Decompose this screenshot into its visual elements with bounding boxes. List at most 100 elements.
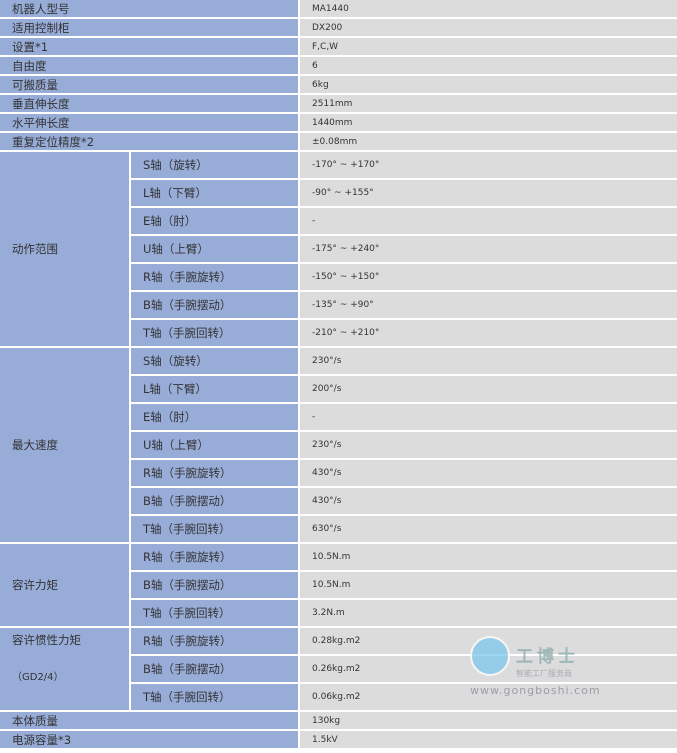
- spec-value: 1.5kV: [300, 731, 677, 748]
- table-row: E轴（肘） -: [0, 208, 677, 234]
- spec-value: -: [300, 208, 677, 234]
- spec-value: 3.2N.m: [300, 600, 677, 626]
- spec-label: 水平伸长度: [0, 114, 298, 131]
- spec-label: 重复定位精度*2: [0, 133, 298, 150]
- spec-value: 6: [300, 57, 677, 74]
- table-row: 机器人型号 MA1440: [0, 0, 677, 17]
- spec-label: 机器人型号: [0, 0, 298, 17]
- spec-value: 0.06kg.m2: [300, 684, 677, 710]
- table-row: 可搬质量 6kg: [0, 76, 677, 93]
- spec-label: 电源容量*3: [0, 731, 298, 748]
- table-row: 动作范围 S轴（旋转） -170° ~ +170°: [0, 152, 677, 346]
- axis-label: T轴（手腕回转）: [131, 516, 298, 542]
- spec-value: 2511mm: [300, 95, 677, 112]
- axis-label: S轴（旋转）: [131, 348, 298, 374]
- spec-value: 230°/s: [300, 432, 677, 458]
- table-row: 水平伸长度 1440mm: [0, 114, 677, 131]
- table-row: 自由度 6: [0, 57, 677, 74]
- group-label: 动作范围: [0, 152, 129, 346]
- table-row: 垂直伸长度 2511mm: [0, 95, 677, 112]
- axis-label: L轴（下臂）: [131, 376, 298, 402]
- spec-value: DX200: [300, 19, 677, 36]
- table-row: T轴（手腕回转） 0.06kg.m2: [0, 684, 677, 710]
- axis-label: T轴（手腕回转）: [131, 320, 298, 346]
- table-row: U轴（上臂） -175° ~ +240°: [0, 236, 677, 262]
- axis-label: R轴（手腕旋转）: [131, 628, 298, 654]
- group-title: 最大速度: [12, 438, 58, 452]
- table-row: B轴（手腕摆动） 10.5N.m: [0, 572, 677, 598]
- axis-label: B轴（手腕摆动）: [131, 488, 298, 514]
- spec-value: 6kg: [300, 76, 677, 93]
- table-row: E轴（肘） -: [0, 404, 677, 430]
- axis-label: U轴（上臂）: [131, 236, 298, 262]
- spec-value: -135° ~ +90°: [300, 292, 677, 318]
- axis-label: E轴（肘）: [131, 208, 298, 234]
- spec-value: ±0.08mm: [300, 133, 677, 150]
- spec-value: 130kg: [300, 712, 677, 729]
- table-row: R轴（手腕旋转） -150° ~ +150°: [0, 264, 677, 290]
- spec-value: 1440mm: [300, 114, 677, 131]
- table-row: 容许力矩 R轴（手腕旋转） 10.5N.m: [0, 544, 677, 626]
- axis-label: R轴（手腕旋转）: [131, 460, 298, 486]
- table-row: T轴（手腕回转） -210° ~ +210°: [0, 320, 677, 346]
- group-label: 容许惯性力矩 （GD2/4）: [0, 628, 129, 710]
- axis-label: B轴（手腕摆动）: [131, 656, 298, 682]
- table-row: L轴（下臂） -90° ~ +155°: [0, 180, 677, 206]
- table-row: T轴（手腕回转） 630°/s: [0, 516, 677, 542]
- table-row: 最大速度 S轴（旋转） 230°/s: [0, 348, 677, 542]
- axis-label: E轴（肘）: [131, 404, 298, 430]
- table-row: T轴（手腕回转） 3.2N.m: [0, 600, 677, 626]
- table-row: 设置*1 F,C,W: [0, 38, 677, 55]
- spec-value: 630°/s: [300, 516, 677, 542]
- group-subtitle: （GD2/4）: [12, 672, 64, 683]
- axis-label: T轴（手腕回转）: [131, 684, 298, 710]
- axis-label: T轴（手腕回转）: [131, 600, 298, 626]
- table-row: 本体质量 130kg: [0, 712, 677, 729]
- axis-label: R轴（手腕旋转）: [131, 264, 298, 290]
- group-title: 动作范围: [12, 242, 58, 256]
- spec-value: -210° ~ +210°: [300, 320, 677, 346]
- axis-label: B轴（手腕摆动）: [131, 572, 298, 598]
- axis-label: L轴（下臂）: [131, 180, 298, 206]
- spec-value: MA1440: [300, 0, 677, 17]
- spec-value: -175° ~ +240°: [300, 236, 677, 262]
- spec-label: 垂直伸长度: [0, 95, 298, 112]
- spec-value: 430°/s: [300, 488, 677, 514]
- spec-value: F,C,W: [300, 38, 677, 55]
- spec-label: 自由度: [0, 57, 298, 74]
- table-row: 适用控制柜 DX200: [0, 19, 677, 36]
- group-label: 最大速度: [0, 348, 129, 542]
- axis-label: U轴（上臂）: [131, 432, 298, 458]
- table-row: 容许惯性力矩 （GD2/4） R轴（手腕旋转） 0.28kg.m2: [0, 628, 677, 710]
- spec-label: 适用控制柜: [0, 19, 298, 36]
- spec-value: 200°/s: [300, 376, 677, 402]
- table-row: B轴（手腕摆动） 430°/s: [0, 488, 677, 514]
- table-row: B轴（手腕摆动） 0.26kg.m2: [0, 656, 677, 682]
- spec-label: 本体质量: [0, 712, 298, 729]
- spec-value: -90° ~ +155°: [300, 180, 677, 206]
- spec-value: 230°/s: [300, 348, 677, 374]
- spec-label: 设置*1: [0, 38, 298, 55]
- spec-value: -: [300, 404, 677, 430]
- spec-value: 10.5N.m: [300, 544, 677, 570]
- group-title: 容许力矩: [12, 578, 58, 592]
- table-row: 电源容量*3 1.5kV: [0, 731, 677, 748]
- spec-value: 0.26kg.m2: [300, 656, 677, 682]
- spec-value: 430°/s: [300, 460, 677, 486]
- axis-label: B轴（手腕摆动）: [131, 292, 298, 318]
- table-row: L轴（下臂） 200°/s: [0, 376, 677, 402]
- spec-value: 0.28kg.m2: [300, 628, 677, 654]
- group-label: 容许力矩: [0, 544, 129, 626]
- spec-value: -170° ~ +170°: [300, 152, 677, 178]
- spec-label: 可搬质量: [0, 76, 298, 93]
- axis-label: R轴（手腕旋转）: [131, 544, 298, 570]
- table-row: 重复定位精度*2 ±0.08mm: [0, 133, 677, 150]
- table-row: R轴（手腕旋转） 430°/s: [0, 460, 677, 486]
- spec-value: -150° ~ +150°: [300, 264, 677, 290]
- axis-label: S轴（旋转）: [131, 152, 298, 178]
- table-row: U轴（上臂） 230°/s: [0, 432, 677, 458]
- group-title: 容许惯性力矩: [12, 633, 81, 647]
- table-row: B轴（手腕摆动） -135° ~ +90°: [0, 292, 677, 318]
- spec-value: 10.5N.m: [300, 572, 677, 598]
